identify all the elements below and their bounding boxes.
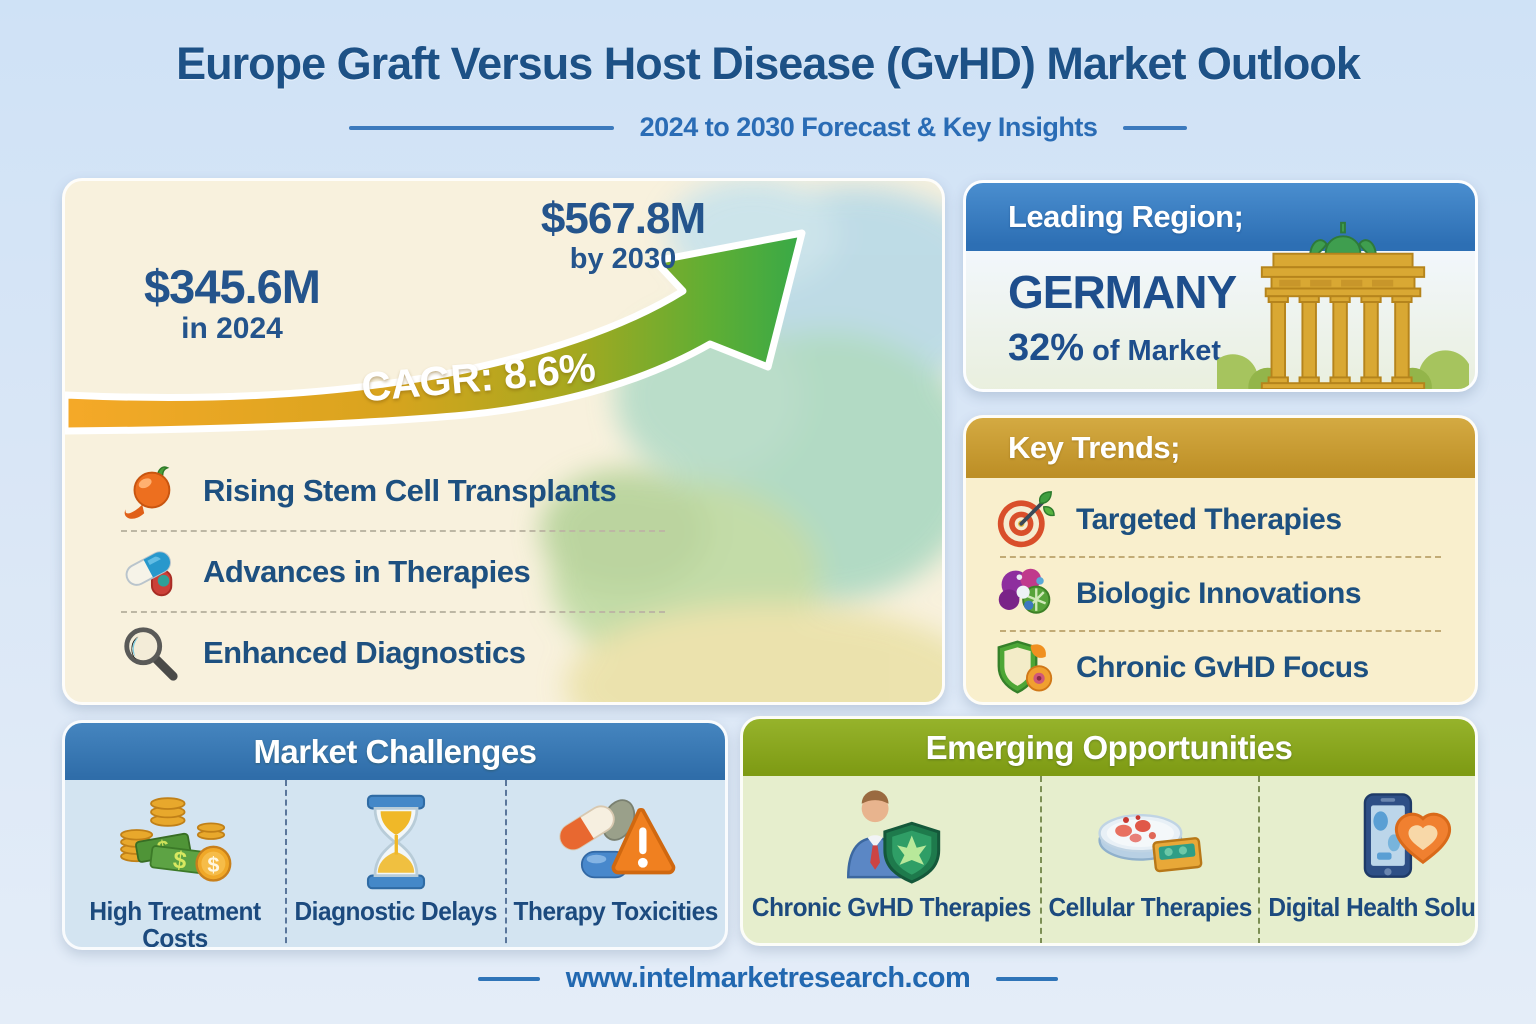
leading-region-panel: Leading Region; GERMANY 32% of Market <box>963 180 1478 392</box>
trend-label: Biologic Innovations <box>1076 577 1362 610</box>
list-item: Rising Stem Cell Transplants <box>117 451 669 530</box>
money-icon: $ $ $ <box>115 790 235 894</box>
divider <box>1000 556 1441 558</box>
hourglass-icon <box>350 790 442 894</box>
market-challenges-columns: $ $ $ High Treatment Costs <box>65 780 725 950</box>
key-trends-list: Targeted Therapies <box>966 478 1475 702</box>
driver-label: Rising Stem Cell Transplants <box>203 472 617 508</box>
emerging-opportunities-panel: Emerging Opportunities Chronic <box>740 716 1478 946</box>
biologic-cells-icon <box>994 564 1056 624</box>
list-item: Diagnostic Delays <box>285 780 505 947</box>
emerging-opportunities-columns: Chronic GvHD Therapies <box>743 776 1476 943</box>
magnifier-icon <box>117 622 183 684</box>
shield-cell-icon <box>994 638 1056 698</box>
list-item: Targeted Therapies <box>994 484 1447 556</box>
market-value-2024: $345.6M in 2024 <box>117 263 347 344</box>
opportunity-label: Digital Health Solutions <box>1268 892 1476 922</box>
page-subtitle: 2024 to 2030 Forecast & Key Insights <box>639 112 1098 142</box>
target-icon <box>994 490 1056 550</box>
challenge-label: Therapy Toxicities <box>513 896 719 926</box>
key-trends-title: Key Trends; <box>1008 430 1180 465</box>
growth-drivers-list: Rising Stem Cell Transplants Advan <box>117 451 669 692</box>
stem-cell-icon <box>117 460 183 522</box>
subtitle-right-rule <box>1123 125 1188 130</box>
market-value-2030: $567.8M by 2030 <box>533 197 713 274</box>
growth-arrow <box>65 229 806 435</box>
svg-text:$: $ <box>172 847 189 876</box>
phone-heart-icon <box>1348 786 1452 890</box>
list-item: Advances in Therapies <box>117 532 669 611</box>
value-2030: $567.8M <box>540 194 706 243</box>
trend-label: Chronic GvHD Focus <box>1076 651 1369 684</box>
value-2024-label: in 2024 <box>181 312 283 345</box>
value-2030-label: by 2030 <box>569 243 677 275</box>
value-2024: $345.6M <box>144 260 321 313</box>
region-name: GERMANY <box>1008 266 1237 318</box>
region-share: 32% of Market <box>1008 327 1221 370</box>
pills-warning-icon <box>555 790 677 894</box>
driver-label: Enhanced Diagnostics <box>203 634 526 670</box>
petri-dish-icon <box>1090 786 1210 890</box>
emerging-opportunities-header: Emerging Opportunities <box>743 719 1475 776</box>
divider <box>121 611 665 613</box>
footer-website: www.intelmarketresearch.com <box>565 962 971 994</box>
opportunity-label: Cellular Therapies <box>1048 892 1252 922</box>
patient-shield-icon <box>836 786 946 890</box>
subtitle-left-rule <box>348 125 614 130</box>
list-item: Enhanced Diagnostics <box>117 613 669 692</box>
market-challenges-header: Market Challenges <box>65 723 725 780</box>
market-growth-panel: $345.6M in 2024 $567.8M by 2030 CAGR: 8.… <box>62 178 945 705</box>
challenge-label: Diagnostic Delays <box>294 896 498 926</box>
key-trends-panel: Key Trends; Targeted Therapies <box>963 415 1478 705</box>
capsule-icon <box>117 541 183 603</box>
trend-label: Targeted Therapies <box>1076 503 1342 536</box>
svg-text:$: $ <box>207 852 219 877</box>
list-item: Chronic GvHD Therapies <box>743 776 1040 943</box>
divider <box>121 530 665 532</box>
market-challenges-panel: Market Challenges $ <box>62 720 728 950</box>
footer-left-rule <box>477 976 540 981</box>
challenge-label: High Treatment Costs <box>89 896 261 950</box>
page-title: Europe Graft Versus Host Disease (GvHD) … <box>176 38 1361 89</box>
leading-region-body: GERMANY 32% of Market <box>966 251 1475 389</box>
list-item: Therapy Toxicities <box>505 780 725 947</box>
list-item: $ $ $ High Treatment Costs <box>65 780 285 950</box>
leading-region-title: Leading Region; <box>1008 199 1244 234</box>
footer: www.intelmarketresearch.com <box>0 962 1536 995</box>
key-trends-header: Key Trends; <box>966 418 1475 478</box>
market-challenges-title: Market Challenges <box>253 732 537 770</box>
list-item: Biologic Innovations <box>994 558 1447 630</box>
footer-right-rule <box>996 976 1059 981</box>
list-item: Cellular Therapies <box>1039 776 1258 943</box>
driver-label: Advances in Therapies <box>203 553 531 589</box>
leading-region-header: Leading Region; <box>966 183 1475 251</box>
region-share-value: 32% <box>1008 327 1085 369</box>
list-item: Chronic GvHD Focus <box>994 632 1447 702</box>
opportunity-label: Chronic GvHD Therapies <box>751 892 1031 922</box>
list-item: Digital Health Solutions <box>1258 776 1476 943</box>
subtitle-row: 2024 to 2030 Forecast & Key Insights <box>0 112 1536 143</box>
region-share-suffix: of Market <box>1084 335 1222 367</box>
emerging-opportunities-title: Emerging Opportunities <box>925 728 1293 766</box>
divider <box>1000 630 1441 632</box>
brandenburg-gate-icon <box>1217 221 1469 389</box>
